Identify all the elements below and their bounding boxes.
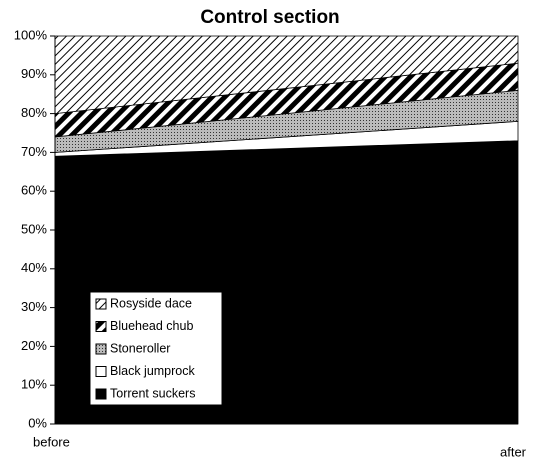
y-tick-label: 30% [21, 299, 47, 314]
y-tick-label: 70% [21, 144, 47, 159]
legend-swatch [95, 343, 107, 355]
y-tick-label: 10% [21, 377, 47, 392]
y-tick-label: 90% [21, 66, 47, 81]
y-tick-label: 50% [21, 221, 47, 236]
legend-label: Stoneroller [110, 341, 170, 355]
legend-box [89, 291, 223, 406]
legend-label: Rosyside dace [110, 296, 192, 310]
legend-label: Black jumprock [110, 364, 195, 378]
y-tick-label: 60% [21, 183, 47, 198]
y-tick-label: 100% [14, 27, 48, 42]
x-tick-label: after [500, 444, 527, 459]
legend-swatch [95, 298, 107, 310]
chart-title: Control section [200, 7, 339, 28]
legend-label: Bluehead chub [110, 319, 193, 333]
y-tick-label: 20% [21, 338, 47, 353]
legend-label: Torrent suckers [110, 386, 195, 400]
legend-swatch [95, 366, 107, 377]
legend-swatch [95, 388, 107, 400]
y-tick-label: 0% [28, 415, 47, 430]
legend-swatch [95, 321, 107, 332]
x-tick-label: before [33, 434, 70, 449]
y-tick-label: 80% [21, 105, 47, 120]
y-tick-label: 40% [21, 260, 47, 275]
